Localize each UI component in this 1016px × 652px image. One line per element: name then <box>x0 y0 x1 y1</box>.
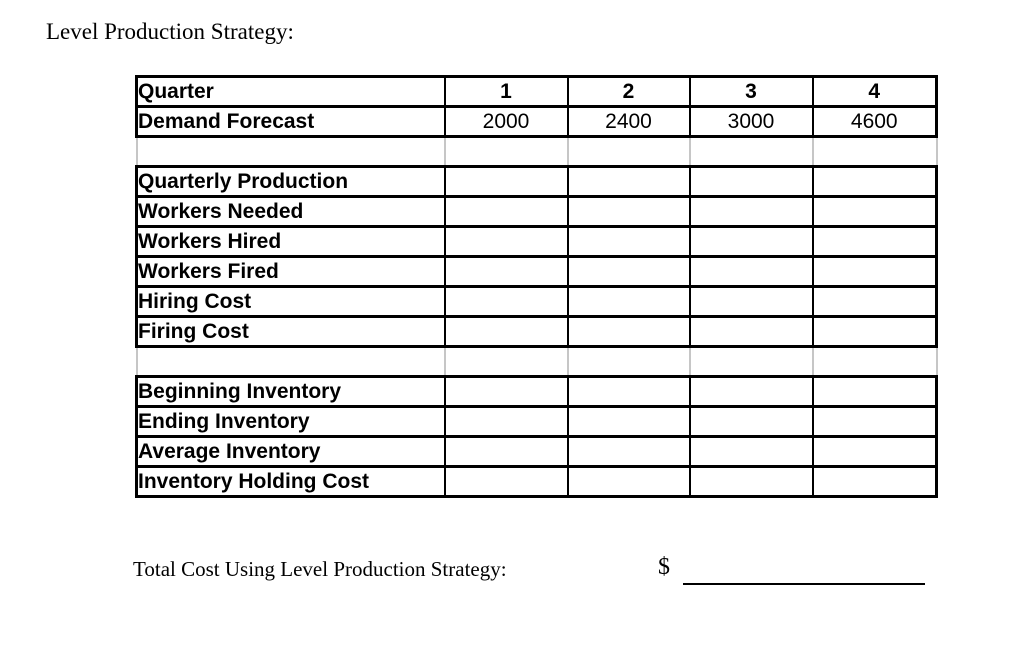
cell-q2 <box>566 225 691 258</box>
cell-q4 <box>811 165 938 198</box>
header-quarter-4: 4 <box>811 75 938 108</box>
table-row: Beginning Inventory <box>135 375 938 408</box>
cell-q1 <box>443 165 569 198</box>
page-title: Level Production Strategy: <box>46 19 294 44</box>
cell-q1 <box>443 405 569 438</box>
cell-q2 <box>566 315 691 348</box>
cell-q3 <box>688 435 814 468</box>
row-label-cell: Average Inventory <box>135 435 446 468</box>
row-label-cell: Workers Hired <box>135 225 446 258</box>
table-header-row: Quarter 1 2 3 4 <box>135 75 938 108</box>
cell-q1 <box>443 225 569 258</box>
header-quarter-3: 3 <box>688 75 814 108</box>
header-quarter-2: 2 <box>566 75 691 108</box>
cell-q4 <box>811 315 938 348</box>
cell-q1: 2000 <box>443 105 569 138</box>
cell-q4 <box>811 405 938 438</box>
cell-q3 <box>688 315 814 348</box>
row-label-cell <box>135 136 446 167</box>
table-row: Hiring Cost <box>135 285 938 318</box>
spacer-row <box>135 136 938 167</box>
row-label-cell: Workers Needed <box>135 195 446 228</box>
cell-q2: 2400 <box>566 105 691 138</box>
header-label-cell: Quarter <box>135 75 446 108</box>
cell-q1 <box>443 346 569 377</box>
table-body: Quarter 1 2 3 4 Demand Forecast 2000 2400 3000 46… <box>135 75 938 498</box>
table-row: Average Inventory <box>135 435 938 468</box>
spacer-row <box>135 346 938 377</box>
cell-q4 <box>811 136 938 167</box>
table-row: Quarterly Production <box>135 165 938 198</box>
cell-q2 <box>566 255 691 288</box>
table-row: Workers Hired <box>135 225 938 258</box>
header-quarter-1: 1 <box>443 75 569 108</box>
level-production-table: Quarter 1 2 3 4 Demand Forecast 2000 2400 3000 46… <box>135 75 938 498</box>
cell-q3 <box>688 255 814 288</box>
cell-q4 <box>811 285 938 318</box>
cell-q1 <box>443 315 569 348</box>
cell-q2 <box>566 136 691 167</box>
cell-q3: 3000 <box>688 105 814 138</box>
row-label-cell: Firing Cost <box>135 315 446 348</box>
cell-q3 <box>688 225 814 258</box>
cell-q3 <box>688 465 814 498</box>
row-label-cell: Demand Forecast <box>135 105 446 138</box>
total-cost-blank-line <box>683 583 925 585</box>
cell-q1 <box>443 195 569 228</box>
cell-q3 <box>688 285 814 318</box>
cell-q4 <box>811 255 938 288</box>
table-row: Firing Cost <box>135 315 938 348</box>
row-label-cell: Inventory Holding Cost <box>135 465 446 498</box>
table-row: Inventory Holding Cost <box>135 465 938 498</box>
row-label-cell: Hiring Cost <box>135 285 446 318</box>
cell-q4: 4600 <box>811 105 938 138</box>
cell-q2 <box>566 435 691 468</box>
row-label-cell: Beginning Inventory <box>135 375 446 408</box>
cell-q3 <box>688 136 814 167</box>
cell-q2 <box>566 195 691 228</box>
cell-q3 <box>688 346 814 377</box>
cell-q1 <box>443 375 569 408</box>
cell-q2 <box>566 465 691 498</box>
cell-q4 <box>811 346 938 377</box>
cell-q2 <box>566 405 691 438</box>
table-row: Ending Inventory <box>135 405 938 438</box>
cell-q4 <box>811 195 938 228</box>
cell-q2 <box>566 285 691 318</box>
total-cost-label: Total Cost Using Level Production Strate… <box>133 557 507 581</box>
cell-q1 <box>443 285 569 318</box>
cell-q4 <box>811 435 938 468</box>
cell-q1 <box>443 136 569 167</box>
cell-q1 <box>443 255 569 288</box>
row-label-cell: Workers Fired <box>135 255 446 288</box>
cell-q4 <box>811 225 938 258</box>
cell-q2 <box>566 375 691 408</box>
cell-q1 <box>443 465 569 498</box>
currency-symbol: $ <box>658 554 670 580</box>
cell-q3 <box>688 195 814 228</box>
table-row: Workers Fired <box>135 255 938 288</box>
cell-q3 <box>688 165 814 198</box>
row-label-cell: Ending Inventory <box>135 405 446 438</box>
cell-q4 <box>811 465 938 498</box>
cell-q3 <box>688 375 814 408</box>
cell-q4 <box>811 375 938 408</box>
row-label-cell: Quarterly Production <box>135 165 446 198</box>
row-label-cell <box>135 346 446 377</box>
table-row: Demand Forecast 2000 2400 3000 4600 <box>135 105 938 138</box>
cell-q3 <box>688 405 814 438</box>
table-row: Workers Needed <box>135 195 938 228</box>
cell-q1 <box>443 435 569 468</box>
cell-q2 <box>566 346 691 377</box>
cell-q2 <box>566 165 691 198</box>
